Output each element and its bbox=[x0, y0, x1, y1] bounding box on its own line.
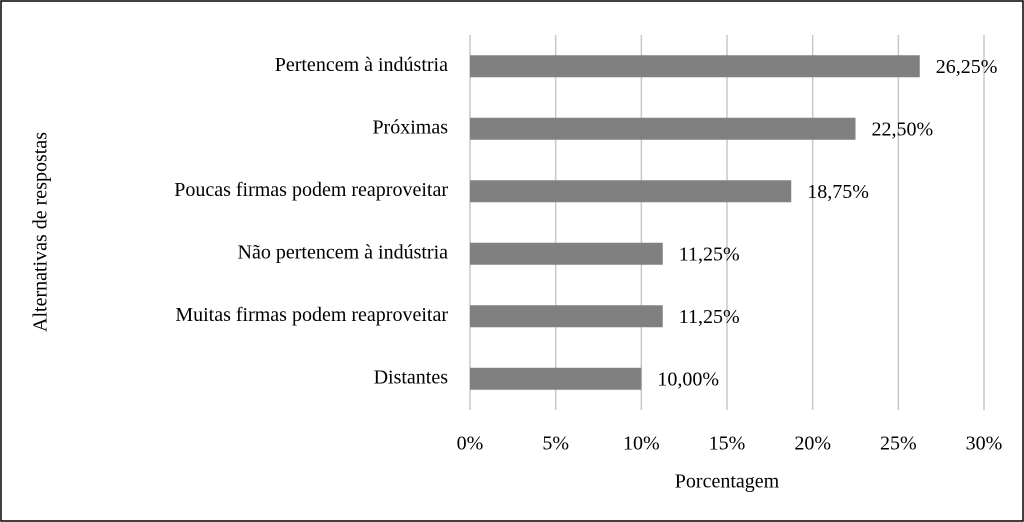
bar bbox=[470, 367, 642, 390]
data-label: 18,75% bbox=[807, 181, 869, 203]
data-label: 26,25% bbox=[936, 56, 998, 78]
data-label: 11,25% bbox=[679, 306, 740, 328]
x-tick-label: 25% bbox=[880, 433, 917, 455]
y-tick-label: Muitas firmas podem reaproveitar bbox=[175, 304, 448, 326]
bar bbox=[470, 55, 920, 78]
y-tick-label: Não pertencem à indústria bbox=[238, 241, 449, 263]
x-tick-label: 20% bbox=[794, 433, 831, 455]
y-tick-label: Distantes bbox=[374, 366, 449, 388]
x-tick-label: 15% bbox=[709, 433, 746, 455]
x-tick-label: 10% bbox=[623, 433, 660, 455]
data-label: 22,50% bbox=[872, 118, 934, 140]
bar bbox=[470, 242, 663, 265]
data-label: 11,25% bbox=[679, 243, 740, 265]
bar bbox=[470, 305, 663, 328]
y-tick-label: Próximas bbox=[372, 116, 448, 138]
y-tick-label: Pertencem à indústria bbox=[275, 54, 448, 76]
y-axis-label: Alternativas de respostas bbox=[30, 132, 52, 332]
data-label: 10,00% bbox=[657, 368, 719, 390]
x-tick-label: 0% bbox=[457, 433, 484, 455]
y-tick-label: Poucas firmas podem reaproveitar bbox=[174, 179, 448, 201]
bar bbox=[470, 117, 856, 140]
x-tick-label: 30% bbox=[966, 433, 1003, 455]
bar bbox=[470, 180, 792, 203]
x-axis-label: Porcentagem bbox=[675, 471, 780, 493]
x-tick-label: 5% bbox=[542, 433, 569, 455]
